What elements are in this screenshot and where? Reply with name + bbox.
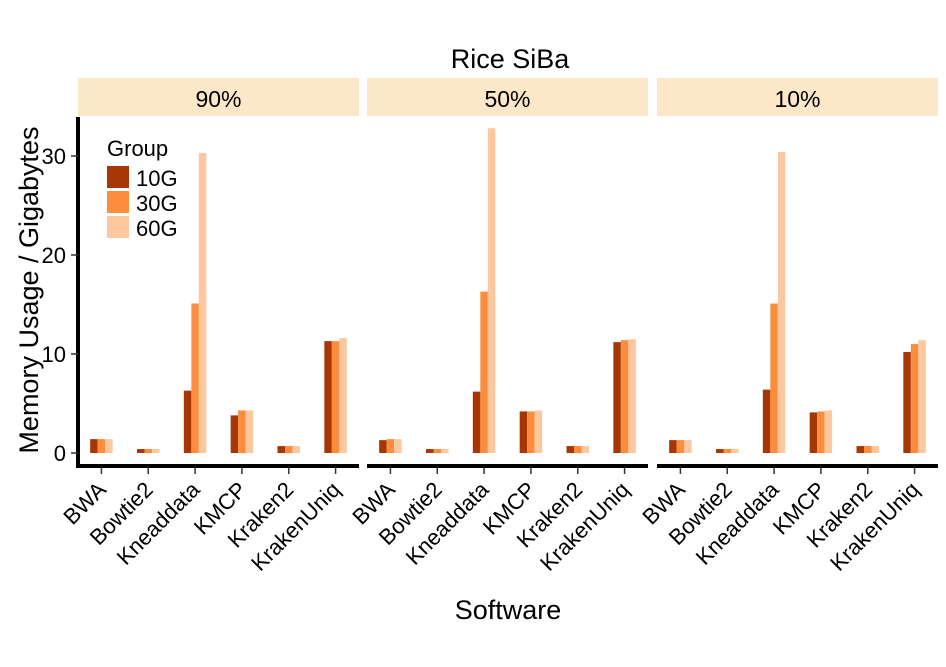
facet-10-bar-bwa-10g xyxy=(669,440,677,453)
facet-50-bar-kmcp-60g xyxy=(534,410,543,453)
facet-10-bar-kmcp-30g xyxy=(817,411,825,453)
facet-90-strip xyxy=(78,78,359,116)
facet-50-bar-kneaddata-30g xyxy=(480,291,488,453)
facet-90-bar-kraken2-30g xyxy=(285,446,293,453)
chart-title: Rice SiBa xyxy=(451,44,571,74)
legend-key-60g xyxy=(107,216,129,238)
facet-90-bar-bwa-30g xyxy=(97,439,106,453)
facet-50-bar-bwa-60g xyxy=(394,439,402,453)
facet-50-bar-kraken2-30g xyxy=(574,446,582,453)
facet-90-bar-kraken2-60g xyxy=(292,446,300,453)
facet-10-bar-kneaddata-60g xyxy=(777,152,786,454)
facet-10-bar-krakenuniq-30g xyxy=(910,344,919,453)
facet-10-strip-label: 10% xyxy=(774,86,820,112)
facet-10-bar-bwa-60g xyxy=(684,440,692,453)
facet-50-bar-bwa-30g xyxy=(386,439,395,453)
facet-50-bar-bowtie2-10g xyxy=(426,449,434,453)
facet-10-bar-bowtie2-10g xyxy=(716,449,724,453)
facet-10-bar-kmcp-60g xyxy=(824,410,833,453)
legend: Group 10G 30G 60G xyxy=(107,136,178,241)
legend-title: Group xyxy=(107,136,168,161)
legend-key-30g xyxy=(107,191,129,213)
y-axis-title: Memory Usage / Gigabytes xyxy=(14,126,44,453)
facet-50-strip-label: 50% xyxy=(484,86,530,112)
facet-90-bar-krakenuniq-60g xyxy=(339,338,347,453)
facet-90-bar-bowtie2-10g xyxy=(137,449,145,453)
plot-area: 010203090%BWABowtie2KneaddataKMCPKraken2… xyxy=(42,78,938,576)
facet-50-bar-bowtie2-60g xyxy=(441,449,449,453)
facet-90-bar-kneaddata-60g xyxy=(198,153,207,453)
facet-10-bar-kraken2-30g xyxy=(864,446,872,453)
legend-label-10g: 10G xyxy=(136,166,178,191)
facet-10-bar-kmcp-10g xyxy=(809,412,818,453)
facet-50-bar-bowtie2-30g xyxy=(433,449,441,453)
y-tick-label-10: 10 xyxy=(42,342,66,367)
facet-50-bar-krakenuniq-10g xyxy=(613,342,621,453)
facet-90-bar-bowtie2-60g xyxy=(152,449,160,453)
facet-90-bar-bowtie2-30g xyxy=(144,449,152,453)
legend-label-30g: 30G xyxy=(136,191,178,216)
facet-50-strip xyxy=(367,78,648,116)
facet-90-bar-kmcp-60g xyxy=(245,410,254,453)
facet-50-bar-kmcp-10g xyxy=(519,411,528,453)
y-tick-label-0: 0 xyxy=(54,441,66,466)
facet-10-bar-kraken2-10g xyxy=(856,446,864,453)
facet-10-bar-kneaddata-10g xyxy=(762,389,771,453)
facet-10-bar-krakenuniq-10g xyxy=(903,352,911,453)
y-tick-label-30: 30 xyxy=(42,144,66,169)
legend-key-10g xyxy=(107,166,129,188)
legend-label-60g: 60G xyxy=(136,216,178,241)
facet-10-bar-bwa-30g xyxy=(676,440,685,453)
facet-10-bar-bowtie2-30g xyxy=(723,449,731,453)
facet-50-bar-kraken2-10g xyxy=(566,446,574,453)
facet-90-bar-kmcp-10g xyxy=(230,415,239,453)
facet-50-bar-krakenuniq-30g xyxy=(620,340,629,453)
facet-90-bar-kraken2-10g xyxy=(277,446,285,453)
facet-10-strip xyxy=(657,78,938,116)
facet-50-bar-kmcp-30g xyxy=(527,411,535,453)
facet-10-bar-kneaddata-30g xyxy=(770,303,778,453)
facet-50-bar-bwa-10g xyxy=(379,440,387,453)
facet-90-bar-kneaddata-10g xyxy=(183,390,192,453)
facet-10-bar-kraken2-60g xyxy=(871,446,879,453)
facet-90-bar-bwa-10g xyxy=(90,439,98,453)
facet-50-bar-krakenuniq-60g xyxy=(628,339,636,453)
facet-10-bar-bowtie2-60g xyxy=(731,449,739,453)
facet-90-bar-bwa-60g xyxy=(105,439,113,453)
facet-90-bar-krakenuniq-10g xyxy=(324,341,332,453)
facet-50-bar-kneaddata-10g xyxy=(472,391,481,453)
facet-90-bar-krakenuniq-30g xyxy=(331,341,340,453)
x-axis-title: Software xyxy=(455,595,562,625)
y-tick-label-20: 20 xyxy=(42,243,66,268)
facet-90-strip-label: 90% xyxy=(195,86,241,112)
facet-50-bar-kneaddata-60g xyxy=(487,128,496,453)
facet-90-bar-kneaddata-30g xyxy=(191,303,199,453)
facet-50-bar-kraken2-60g xyxy=(581,446,589,453)
facet-90-bar-kmcp-30g xyxy=(238,410,246,453)
facet-10-bar-krakenuniq-60g xyxy=(918,340,926,453)
